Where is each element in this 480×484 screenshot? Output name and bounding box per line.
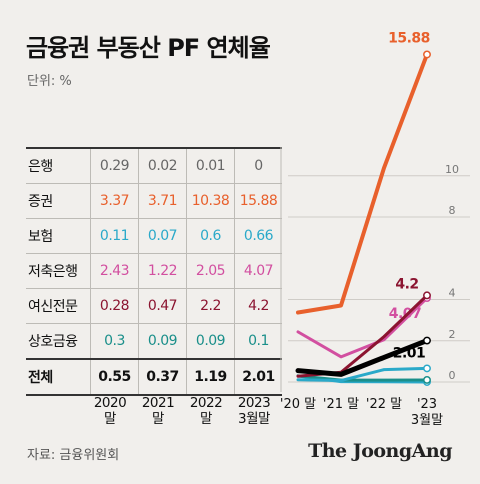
y-tick-label: 4: [449, 287, 456, 300]
table-cell: 0.09: [186, 323, 235, 359]
year-label-line: 2022: [189, 395, 223, 411]
year-label: 2021 말: [134, 395, 182, 427]
table-cell: 0.29: [90, 147, 139, 184]
publisher-logo: The JoongAng: [308, 440, 452, 462]
data-label: 2.01: [393, 346, 426, 362]
series-line: [295, 338, 430, 377]
table-cell: 0.01: [186, 147, 235, 184]
table-cell: 1.22: [138, 253, 187, 289]
year-label-line: 3월말: [238, 411, 270, 427]
data-label: 15.88: [388, 30, 430, 46]
x-tick-label: '20 말: [280, 397, 316, 412]
table-cell: 2.01: [234, 358, 282, 396]
y-tick-label: 0: [449, 369, 456, 382]
unit-label: 단위: %: [27, 74, 72, 89]
x-tick-label: '22 말: [366, 397, 402, 412]
series-line: [296, 296, 429, 359]
table-cell: 15.88: [234, 183, 282, 219]
table-cell: 3.37: [90, 183, 139, 219]
table-cell: 0.11: [90, 218, 139, 254]
table-row: 여신전문 0.28 0.47 2.2 4.2: [26, 288, 282, 324]
data-table: 은행 0.29 0.02 0.01 0 증권 3.37 3.71 10.38 15.88 보험 0.1…: [26, 147, 282, 396]
table-cell: 4.2: [234, 288, 282, 324]
row-label: 저축은행: [26, 253, 91, 289]
table-cell: 0.28: [90, 288, 139, 324]
year-label-line: 말: [200, 411, 212, 427]
data-label: 4.07: [389, 306, 422, 322]
year-label-line: 2021: [141, 395, 175, 411]
series-endpoint: [423, 50, 431, 59]
x-tick-label: '21 말: [323, 397, 359, 412]
table-cell: 10.38: [186, 183, 235, 219]
table-cell: 3.71: [138, 183, 187, 219]
year-label-line: 2023: [237, 395, 271, 411]
table-row: 전체 0.55 0.37 1.19 2.01: [26, 358, 282, 396]
table-row: 증권 3.37 3.71 10.38 15.88: [26, 183, 282, 219]
table-cell: 0.07: [138, 218, 187, 254]
row-label: 증권: [26, 183, 91, 219]
year-label: 2023 3월말: [230, 395, 278, 427]
year-label-line: 2020: [93, 395, 127, 411]
series-line: [296, 374, 429, 382]
y-tick-label: 10: [445, 163, 459, 176]
table-cell: 4.07: [234, 253, 282, 289]
table-cell: 0.09: [138, 323, 187, 359]
table-row: 상호금융 0.3 0.09 0.09 0.1: [26, 323, 282, 359]
series-endpoint: [423, 336, 431, 345]
table-year-labels: 2020 말 2021 말 2022 말 2023 3월말: [86, 395, 278, 427]
year-label: 2022 말: [182, 395, 230, 427]
data-label: 4.2: [395, 276, 418, 292]
table-cell: 2.05: [186, 253, 235, 289]
series-line: [296, 52, 429, 315]
table-row: 보험 0.11 0.07 0.6 0.66: [26, 218, 282, 254]
x-tick-label: '23: [417, 397, 437, 412]
row-label: 전체: [26, 358, 91, 396]
table-row: 은행 0.29 0.02 0.01 0: [26, 147, 282, 184]
table-cell: 0.55: [90, 358, 139, 396]
table-cell: 0.66: [234, 218, 282, 254]
year-label-line: 말: [104, 411, 116, 427]
row-label: 상호금융: [26, 323, 91, 359]
y-tick-label: 2: [449, 328, 456, 341]
year-label: 2020 말: [86, 395, 134, 427]
table-cell: 2.43: [90, 253, 139, 289]
table-cell: 0.47: [138, 288, 187, 324]
series-line: [296, 366, 429, 383]
series-endpoint: [423, 375, 431, 384]
series-endpoint: [423, 291, 431, 300]
chart-title: 금융권 부동산 PF 연체율: [26, 34, 271, 62]
table-cell: 1.19: [186, 358, 235, 396]
table-cell: 0.3: [90, 323, 139, 359]
row-label: 여신전문: [26, 288, 91, 324]
y-tick-label: 8: [449, 204, 456, 217]
series-endpoint: [423, 364, 431, 373]
table-cell: 0: [234, 147, 282, 184]
table-cell: 2.2: [186, 288, 235, 324]
year-label-line: 말: [152, 411, 164, 427]
row-label: 은행: [26, 147, 91, 184]
table-cell: 0.1: [234, 323, 282, 359]
x-tick-label: 3월말: [411, 413, 443, 428]
table-cell: 0.37: [138, 358, 187, 396]
table-cell: 0.6: [186, 218, 235, 254]
table-cell: 0.02: [138, 147, 187, 184]
table-row: 저축은행 2.43 1.22 2.05 4.07: [26, 253, 282, 289]
row-label: 보험: [26, 218, 91, 254]
source-label: 자료: 금융위원회: [27, 448, 120, 463]
